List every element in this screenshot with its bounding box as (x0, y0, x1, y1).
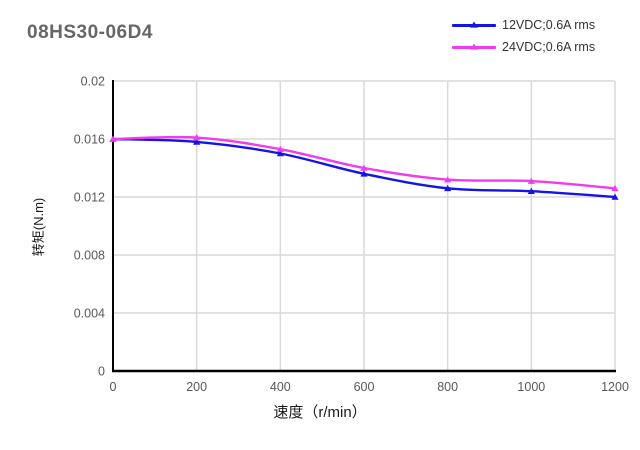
x-tick-label: 1000 (517, 380, 545, 394)
data-point-marker (360, 164, 368, 171)
data-point-marker (611, 184, 619, 192)
legend-triangle-marker-icon (470, 43, 478, 50)
x-tick-label: 0 (110, 380, 117, 394)
x-axis-title: 速度（r/min） (273, 404, 367, 421)
legend-label-24vdc: 24VDC;0.6A rms (502, 40, 596, 54)
legend: 12VDC;0.6A rms 24VDC;0.6A rms (452, 14, 595, 58)
x-tick-label: 1200 (601, 380, 629, 394)
legend-item-24vdc: 24VDC;0.6A rms (452, 36, 595, 58)
data-point-marker (193, 138, 201, 145)
data-point-marker (527, 187, 535, 194)
data-point-marker (360, 170, 368, 177)
y-tick-label: 0.016 (74, 133, 105, 147)
legend-label-12vdc: 12VDC;0.6A rms (502, 18, 596, 32)
x-tick-label: 400 (270, 380, 291, 394)
y-tick-label: 0 (98, 365, 105, 379)
data-point-marker (527, 177, 535, 184)
data-point-marker (444, 176, 452, 183)
data-point-marker (276, 145, 284, 152)
legend-triangle-marker-icon (470, 21, 478, 28)
data-point-marker (611, 193, 619, 200)
legend-item-12vdc: 12VDC;0.6A rms (452, 14, 595, 36)
chart-title: 08HS30-06D4 (27, 22, 153, 43)
x-tick-label: 800 (437, 380, 458, 394)
legend-line-sample-24vdc (452, 43, 496, 50)
data-point-marker (109, 135, 117, 142)
y-tick-label: 0.004 (74, 307, 105, 321)
data-point-marker (193, 134, 201, 141)
y-tick-label: 0.012 (74, 191, 105, 205)
y-axis-title: 转矩(N.m) (31, 197, 46, 257)
data-point-marker (276, 150, 284, 157)
data-point-marker (444, 184, 452, 192)
y-tick-label: 0.008 (74, 249, 105, 263)
x-tick-label: 600 (354, 380, 375, 394)
legend-line-sample-12vdc (452, 21, 496, 28)
x-tick-label: 200 (186, 380, 207, 394)
y-tick-label: 0.02 (81, 75, 105, 89)
